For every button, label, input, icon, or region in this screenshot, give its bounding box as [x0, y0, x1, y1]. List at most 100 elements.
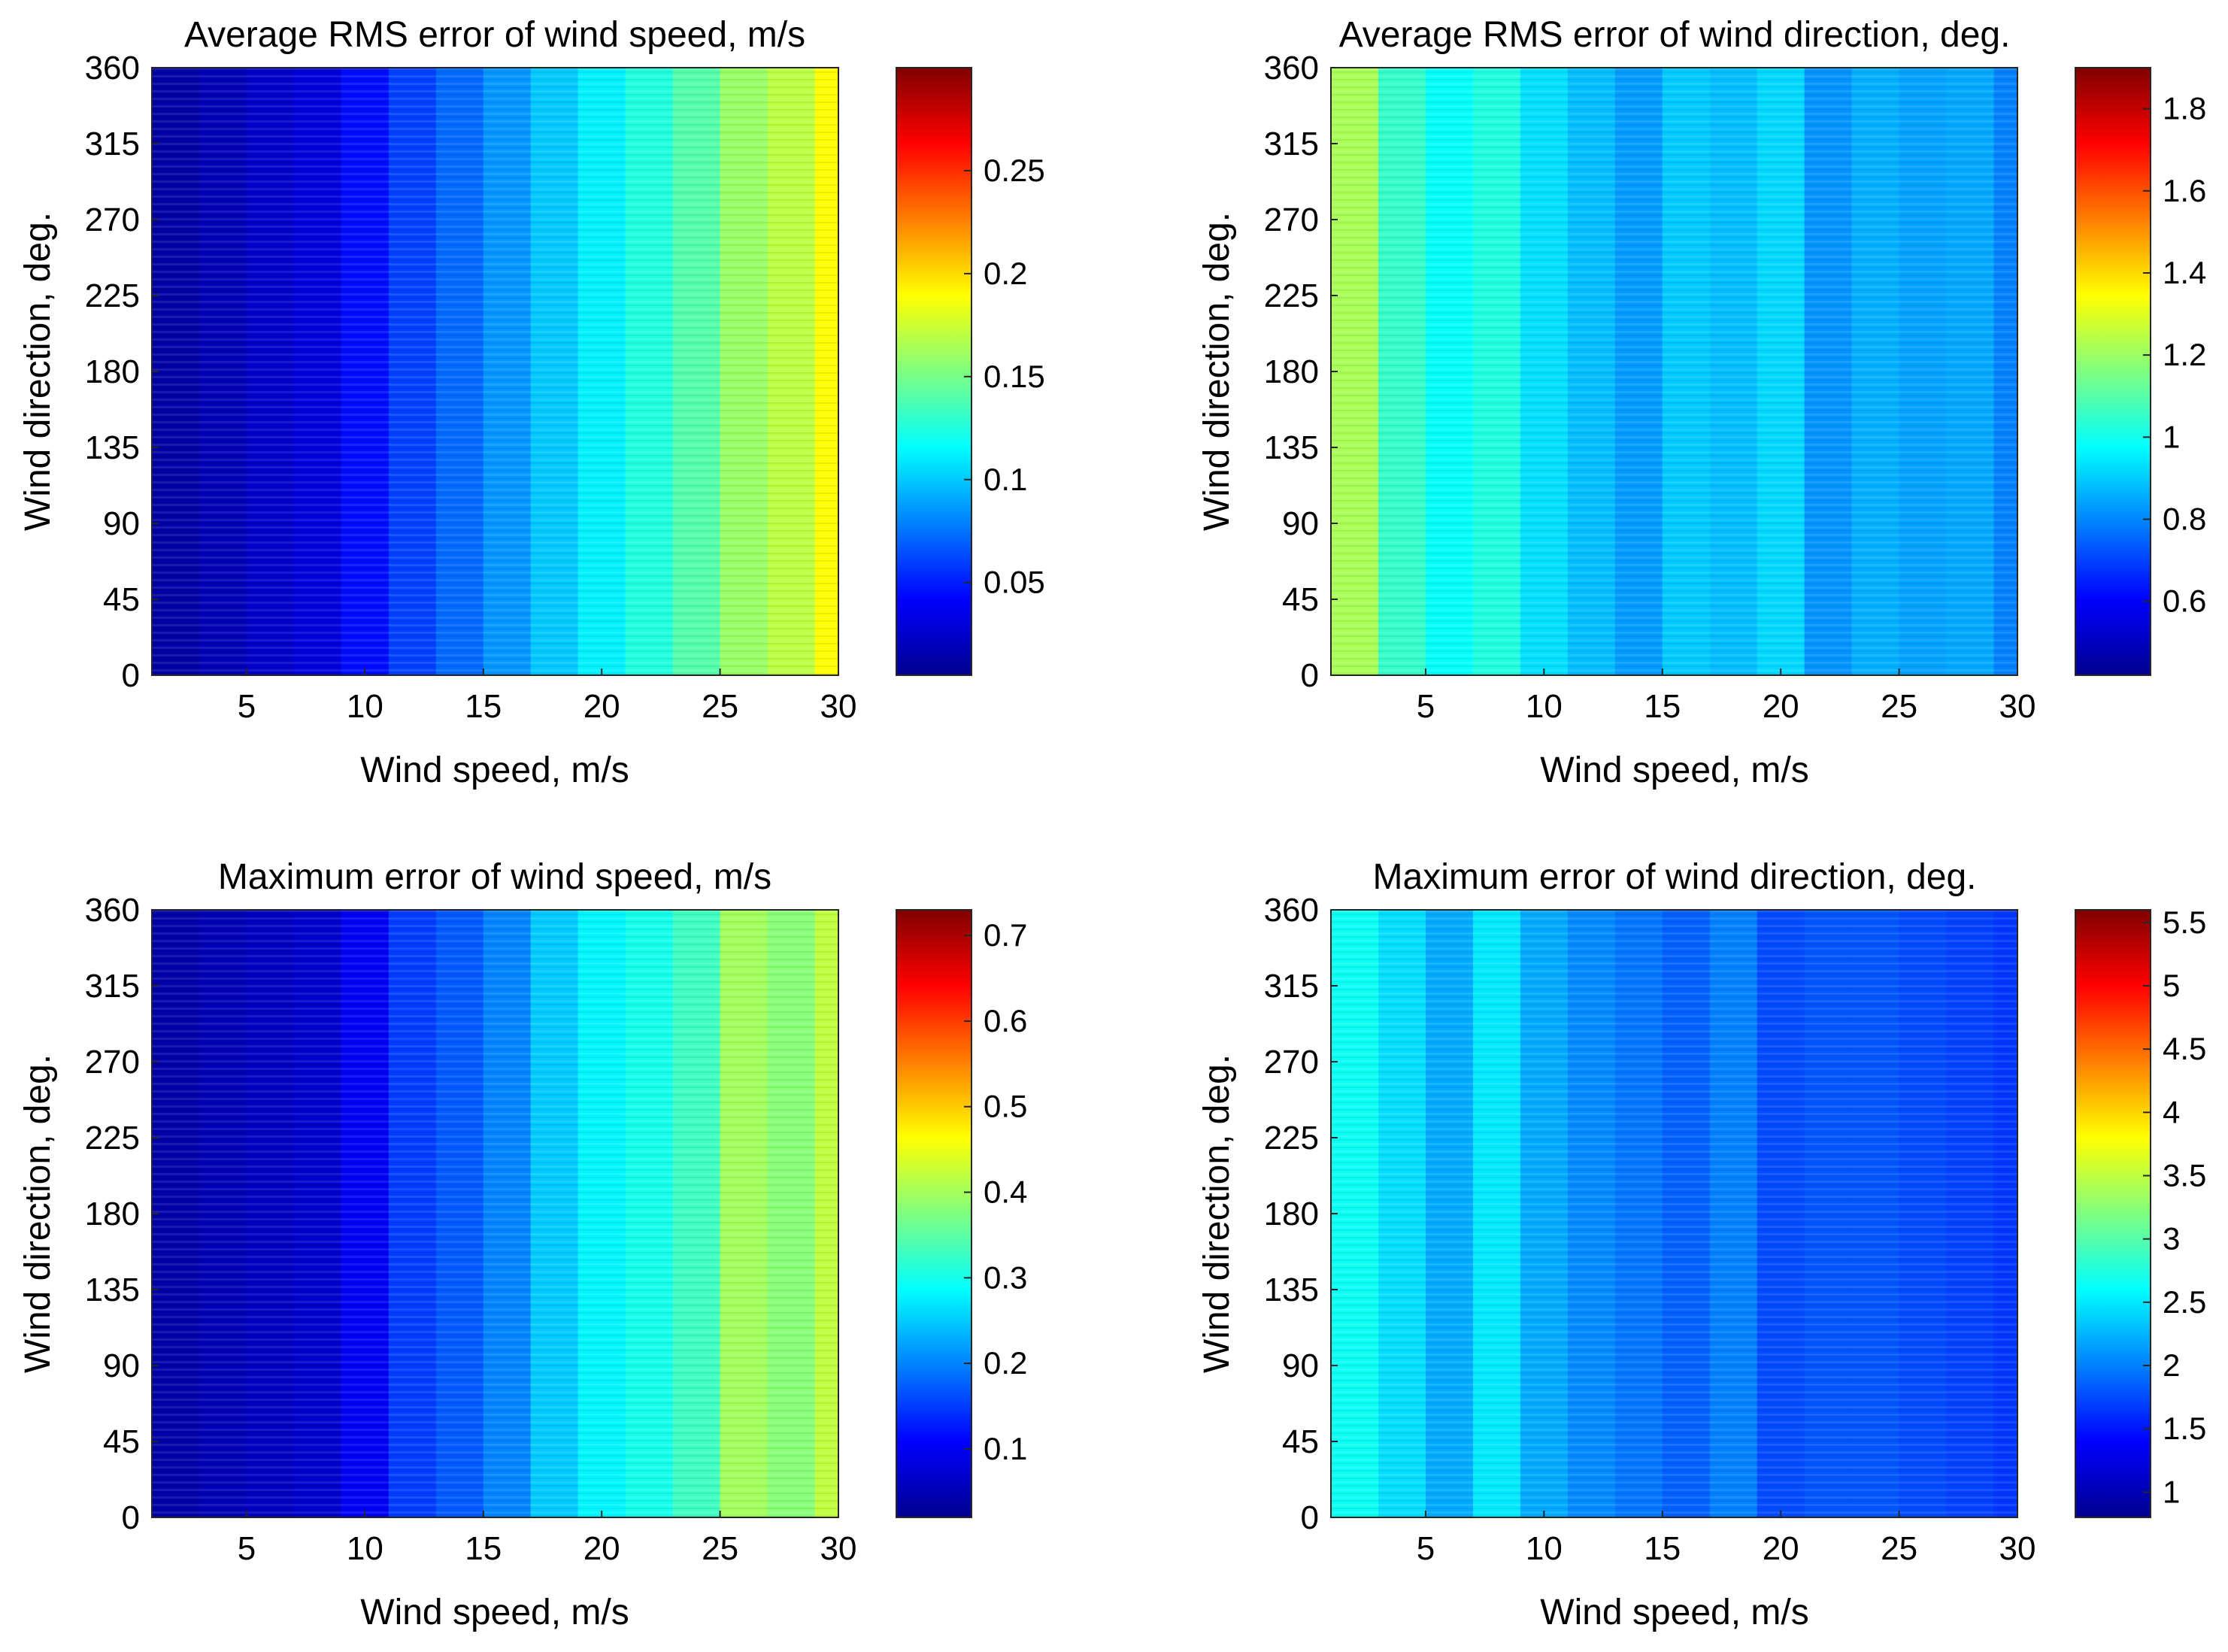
colorbar-ticks: 1 1.5 2 2.5 3 3.5 4 4.5 5 5.5: [2143, 905, 2206, 1509]
panel-title: Average RMS error of wind speed, m/s: [184, 15, 805, 55]
x-tick-label: 15: [465, 1530, 502, 1567]
colorbar-tick-label: 2.5: [2163, 1284, 2206, 1320]
y-tick-label: 180: [1264, 1196, 1319, 1232]
colorbar-tick-label: 3.5: [2163, 1158, 2206, 1193]
y-tick-label: 90: [1282, 1347, 1319, 1384]
x-tick-label: 10: [1526, 688, 1563, 725]
colorbar-tick-label: 4.5: [2163, 1031, 2206, 1066]
y-tick-label: 45: [103, 1423, 140, 1460]
y-ticks: 0 45 90 135 180 225 270 315 360: [85, 892, 159, 1536]
x-tick-label: 20: [1763, 1530, 1799, 1567]
colorbar-tick-label: 5.5: [2163, 905, 2206, 940]
colorbar-tick-label: 1.2: [2163, 337, 2206, 372]
colorbar-tick-label: 0.4: [984, 1175, 1027, 1210]
x-tick-label: 25: [1881, 688, 1917, 725]
colorbar-tick-label: 1: [2163, 1474, 2180, 1509]
y-tick-label: 135: [1264, 429, 1319, 466]
x-tick-label: 25: [702, 688, 738, 725]
colorbar-tick-label: 0.8: [2163, 502, 2206, 537]
colorbar-tick-label: 2: [2163, 1347, 2180, 1383]
y-tick-label: 315: [85, 968, 140, 1005]
colorbar-tick-label: 1.8: [2163, 91, 2206, 126]
x-tick-label: 30: [1999, 1530, 2036, 1567]
y-tick-label: 45: [1282, 581, 1319, 618]
y-tick-label: 360: [85, 892, 140, 929]
x-ticks: 5 10 15 20 25 30: [1417, 668, 2036, 725]
x-ticks: 5 10 15 20 25 30: [1417, 1511, 2036, 1567]
x-ticks: 5 10 15 20 25 30: [238, 668, 857, 725]
y-tick-label: 180: [85, 1196, 140, 1232]
colorbar: [2075, 909, 2151, 1518]
y-tick-label: 180: [1264, 353, 1319, 390]
panel-title: Average RMS error of wind direction, deg…: [1339, 15, 2011, 55]
y-tick-label: 225: [1264, 277, 1319, 314]
y-tick-label: 90: [1282, 505, 1319, 542]
x-tick-label: 5: [1417, 688, 1435, 725]
x-tick-label: 10: [1526, 1530, 1563, 1567]
colorbar-tick-label: 1.5: [2163, 1411, 2206, 1446]
y-tick-label: 225: [1264, 1120, 1319, 1156]
colorbar-ticks: 0.6 0.8 1 1.2 1.4 1.6 1.8: [2143, 91, 2206, 619]
colorbar-tick-label: 0.1: [984, 1431, 1027, 1466]
x-tick-label: 15: [1644, 1530, 1681, 1567]
colorbar-ticks: 0.05 0.1 0.15 0.2 0.25: [964, 153, 1045, 600]
x-tick-label: 30: [820, 688, 857, 725]
x-tick-label: 25: [702, 1530, 738, 1567]
y-tick-label: 45: [1282, 1423, 1319, 1460]
colorbar-tick-label: 0.25: [984, 153, 1045, 188]
y-tick-label: 45: [103, 581, 140, 618]
x-tick-label: 10: [347, 1530, 383, 1567]
colorbar-tick-label: 0.6: [2163, 584, 2206, 619]
y-ticks: 0 45 90 135 180 225 270 315 360: [1264, 892, 1338, 1536]
colorbar-tick-label: 0.2: [984, 256, 1027, 291]
colorbar-tick-label: 0.7: [984, 917, 1027, 953]
panel-max-speed: Maximum error of wind speed, m/s 5 10 15 20…: [18, 857, 1027, 1632]
colorbar-tick-label: 0.3: [984, 1259, 1027, 1295]
x-ticks: 5 10 15 20 25 30: [238, 1511, 857, 1567]
x-tick-label: 5: [238, 688, 256, 725]
colorbar: [896, 909, 972, 1518]
colorbar-ticks: 0.1 0.2 0.3 0.4 0.5 0.6 0.7: [964, 917, 1027, 1466]
panel-rms-direction: Average RMS error of wind direction, deg…: [1197, 15, 2206, 790]
x-axis-label: Wind speed, m/s: [360, 750, 629, 790]
y-tick-label: 0: [1301, 657, 1319, 694]
x-tick-label: 20: [584, 688, 620, 725]
x-tick-label: 20: [1763, 688, 1799, 725]
y-tick-label: 135: [85, 1272, 140, 1308]
colorbar-tick-label: 5: [2163, 968, 2180, 1003]
y-tick-label: 90: [103, 505, 140, 542]
y-axis-label: Wind direction, deg.: [1197, 1054, 1237, 1373]
colorbar: [2075, 67, 2151, 676]
y-tick-label: 270: [1264, 1044, 1319, 1081]
y-tick-label: 270: [85, 202, 140, 238]
colorbar-tick-label: 0.5: [984, 1089, 1027, 1124]
y-ticks: 0 45 90 135 180 225 270 315 360: [85, 50, 159, 694]
y-tick-label: 315: [1264, 968, 1319, 1005]
y-ticks: 0 45 90 135 180 225 270 315 360: [1264, 50, 1338, 694]
y-tick-label: 225: [85, 1120, 140, 1156]
colorbar: [896, 67, 972, 676]
y-axis-label: Wind direction, deg.: [18, 212, 58, 531]
y-tick-label: 270: [85, 1044, 140, 1081]
y-tick-label: 90: [103, 1347, 140, 1384]
colorbar-tick-label: 0.6: [984, 1003, 1027, 1038]
heatmap-texture: [152, 68, 838, 675]
x-tick-label: 25: [1881, 1530, 1917, 1567]
heatmap-texture: [1331, 910, 2017, 1517]
colorbar-tick-label: 0.05: [984, 565, 1045, 600]
y-tick-label: 360: [1264, 892, 1319, 929]
x-axis-label: Wind speed, m/s: [1540, 750, 1808, 790]
y-tick-label: 315: [85, 126, 140, 162]
colorbar-tick-label: 0.2: [984, 1345, 1027, 1381]
x-tick-label: 30: [1999, 688, 2036, 725]
y-tick-label: 0: [122, 1499, 140, 1536]
x-tick-label: 20: [584, 1530, 620, 1567]
y-tick-label: 270: [1264, 202, 1319, 238]
x-tick-label: 30: [820, 1530, 857, 1567]
heatmap-texture: [152, 910, 838, 1517]
colorbar-tick-label: 4: [2163, 1094, 2180, 1129]
x-tick-label: 5: [1417, 1530, 1435, 1567]
heatmap-texture: [1331, 68, 2017, 675]
